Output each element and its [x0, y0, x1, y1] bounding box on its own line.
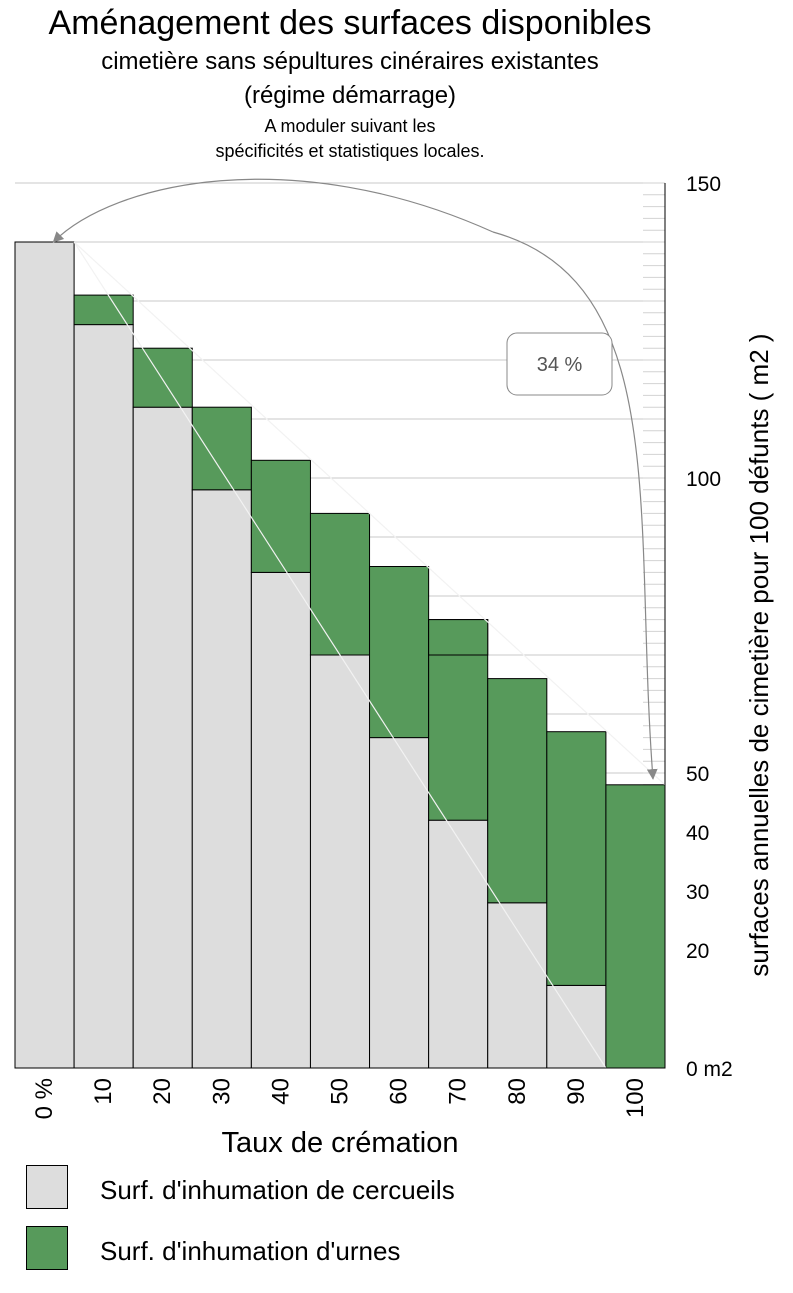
bar-cercueils: [487, 902, 548, 1069]
legend-label-urnes: Surf. d'inhumation d'urnes: [100, 1236, 401, 1266]
bar-cercueils: [250, 571, 311, 1069]
bar-cercueils: [191, 489, 252, 1069]
y-tick-label: 30: [686, 881, 709, 904]
bar-urnes: [309, 512, 371, 656]
bar-urnes: [73, 294, 134, 326]
x-tick-label: 40: [267, 1078, 294, 1105]
axes: 0 % 10 20 30 40 50 60 70 80 90 100 0 m2 20 30 40 50 100 1…: [15, 173, 774, 1159]
arrow-to-hundred-bar: [492, 231, 658, 780]
bar-urnes: [132, 347, 193, 408]
y-axis-title: surfaces annuelles de cimetière pour 100…: [744, 333, 774, 976]
bar-cercueils: [132, 406, 193, 1069]
bar-urnes: [369, 566, 430, 739]
x-tick-label: 50: [327, 1078, 354, 1105]
annotation-box: [506, 332, 613, 396]
chart-note-line-2: spécificités et statistiques locales.: [215, 141, 485, 161]
chart-note: A moduler suivant les: [264, 116, 436, 136]
legend-label-cercueils: Surf. d'inhumation de cercueils: [100, 1175, 455, 1205]
bar-urnes: [546, 731, 607, 986]
bar-cercueils: [369, 737, 430, 1069]
x-tick-label: 0 %: [31, 1078, 58, 1119]
chart-subtitle: cimetière sans sépultures cinéraires exi…: [101, 48, 599, 75]
x-tick-label: 20: [149, 1078, 176, 1105]
bar-urnes-top-segment: [428, 619, 489, 656]
chart-subtitle-regime: (régime démarrage): [243, 82, 457, 109]
chart-title: Aménagement des surfaces disponibles: [48, 4, 652, 42]
x-tick-label: 100: [622, 1078, 649, 1118]
trend-line-cercueils: [73, 241, 607, 1069]
x-tick-label: 80: [504, 1078, 531, 1105]
x-tick-label: 70: [445, 1078, 472, 1105]
y-tick-label: 100: [686, 468, 721, 491]
annotation-label: 34 %: [537, 354, 583, 376]
bars: [14, 241, 666, 1069]
y-tick-label: 20: [686, 940, 709, 963]
stacked-bar-chart: 34 % 0 % 10 20 30 40 50 60 70 80 90 100 0 m2 20 30 40 5…: [14, 173, 774, 1159]
bar-cercueils: [73, 324, 134, 1069]
y-tick-label: 0 m2: [686, 1058, 733, 1081]
legend-swatch-cercueils: [26, 1165, 68, 1209]
legend-item-urnes: Surf. d'inhumation d'urnes: [26, 1226, 726, 1272]
x-tick-label: 60: [386, 1078, 413, 1105]
bar-cercueils: [14, 241, 75, 1069]
y-tick-label: 150: [686, 173, 721, 196]
x-tick-label: 90: [563, 1078, 590, 1105]
y-tick-label: 40: [686, 822, 709, 845]
bar-urnes: [250, 459, 311, 573]
trend-line-total: [73, 241, 666, 786]
legend-swatch-urnes: [26, 1226, 68, 1270]
bar-urnes: [487, 678, 548, 904]
x-axis-title: Taux de crémation: [222, 1127, 459, 1159]
bar-urnes: [191, 406, 252, 491]
bar-cercueils: [546, 984, 607, 1069]
bar-cercueils: [428, 819, 489, 1069]
arrow-to-zero-bar: [52, 178, 494, 243]
x-tick-label: 10: [90, 1078, 117, 1105]
bar-urnes: [605, 784, 666, 1069]
y-tick-label: 50: [686, 763, 709, 786]
legend-item-cercueils: Surf. d'inhumation de cercueils: [26, 1165, 726, 1211]
x-tick-label: 30: [208, 1078, 235, 1105]
annotation-overlay: 34 %: [52, 178, 666, 1069]
bar-cercueils: [309, 654, 371, 1069]
